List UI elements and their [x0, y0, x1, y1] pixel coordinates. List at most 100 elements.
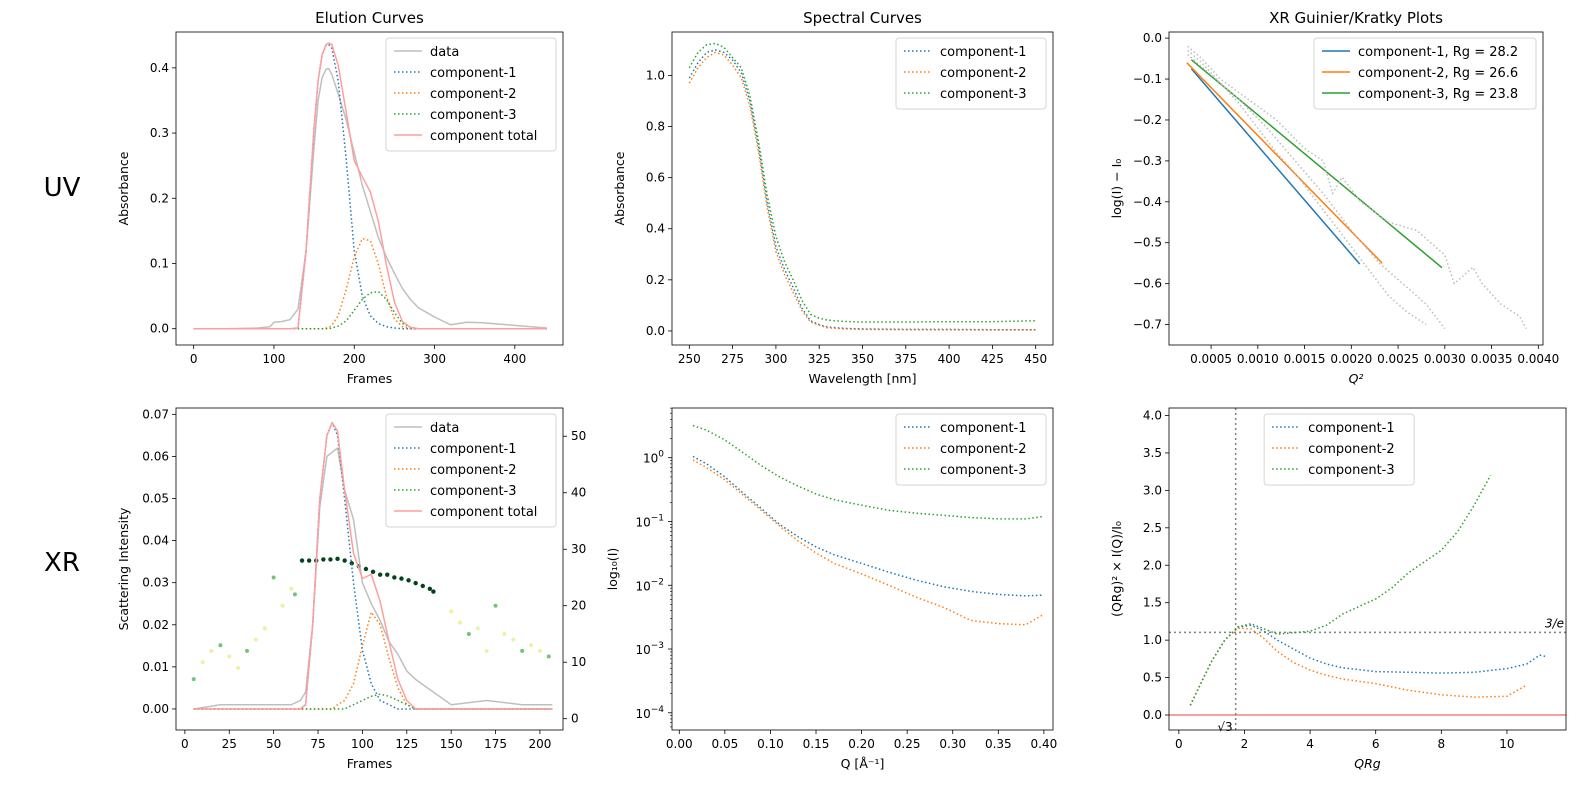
x-tick-label: 0.0040 [1517, 352, 1559, 366]
y-tick-label: 100 [643, 450, 664, 466]
y-axis-label: (QRg)² × I(Q)/I₀ [1109, 521, 1124, 617]
legend-label: component-1 [940, 45, 1027, 60]
x-axis-label: Wavelength [nm] [809, 371, 917, 386]
rg-point-faint [262, 626, 267, 631]
x-tick-label: 0.05 [712, 737, 739, 751]
rg-point-faint [280, 603, 285, 608]
three-over-e-label: 3/e [1545, 616, 1564, 630]
series-component-2 [1189, 627, 1527, 706]
axes-frame [1168, 31, 1544, 346]
y-tick-label: 0.04 [142, 534, 169, 548]
rg-point [363, 566, 369, 572]
rg-point-faint [271, 575, 276, 580]
x-tick-label: 0.00 [666, 737, 693, 751]
plot-area [1186, 45, 1527, 330]
rg-point [413, 580, 418, 586]
x-tick-label: 25 [222, 737, 237, 751]
y-tick-label: 0.6 [646, 171, 665, 185]
rg-point [392, 575, 397, 580]
x-tick-label: 200 [343, 352, 366, 366]
rg-point [370, 569, 376, 575]
y-tick-label: 0.5 [1143, 671, 1162, 685]
chart-uv-spectral: Spectral Curves 250 275 300 325 350 375 400 425 4… [612, 9, 1054, 386]
x-tick-label: 0.0030 [1424, 352, 1466, 366]
y-axis-label: Scattering Intensity [116, 507, 131, 630]
x-tick-label: 0.30 [939, 737, 966, 751]
rg-point-faint [529, 643, 534, 648]
y-tick-label: 0.07 [142, 407, 169, 421]
y-tick-label: 2.5 [1143, 521, 1162, 535]
legend-label: component-2 [430, 463, 517, 478]
rg-point-faint [218, 643, 223, 648]
rg-point [306, 558, 312, 563]
legend-label: component-2, Rg = 26.6 [1358, 66, 1518, 81]
rg-point [321, 557, 326, 562]
y-tick-label: 0.1 [150, 256, 169, 270]
rg-point [342, 558, 347, 563]
x-tick-label: 125 [395, 737, 418, 751]
series-component-3 [193, 693, 553, 710]
rg-point [399, 576, 404, 581]
series-component-2 [692, 459, 1045, 626]
x-tick-label: 150 [440, 737, 463, 751]
x-tick-label: 0.15 [803, 737, 830, 751]
y-tick-label: −0.6 [1133, 277, 1162, 291]
rg-point-faint [475, 626, 480, 631]
y-right-tick-label: 30 [571, 542, 586, 556]
y-tick-label: −0.1 [1133, 72, 1162, 86]
plot-area [688, 42, 1036, 331]
y-tick-label: 2.0 [1143, 558, 1162, 572]
x-tick-label: 0 [190, 352, 198, 366]
rg-point [406, 578, 411, 583]
y-tick-label: 1.0 [646, 68, 665, 82]
y-right-tick-label: 50 [571, 429, 586, 443]
series-component-1 [1190, 68, 1361, 265]
rg-point-faint [236, 665, 241, 670]
series-component-3 [692, 424, 1045, 520]
rg-point-faint [537, 648, 542, 653]
plot-area [191, 421, 553, 710]
y-axis-label: Absorbance [612, 151, 627, 225]
x-tick-label: 100 [351, 737, 374, 751]
y-tick-label: 0.03 [142, 576, 169, 590]
chart-title: Elution Curves [315, 9, 424, 27]
legend-box [1313, 37, 1537, 110]
x-tick-label: 0.0020 [1330, 352, 1372, 366]
y-tick-label: 0.0 [1143, 708, 1162, 722]
y-axis-label: log(I) − I₀ [1109, 159, 1124, 219]
x-tick-label: 10 [1499, 737, 1514, 751]
legend-label: data [430, 45, 459, 60]
legend: component-1, Rg = 28.2 component-2, Rg = … [1313, 37, 1537, 110]
rg-point-faint [458, 620, 463, 625]
y-tick-label: 0.8 [646, 120, 665, 134]
rg-point [431, 589, 436, 594]
series-component-total [193, 421, 553, 710]
legend-box [895, 413, 1047, 486]
legend: data component-1 component-2 component-3 com… [385, 37, 557, 152]
y-tick-label: 0.4 [150, 61, 169, 75]
x-tick-label: 0.0025 [1377, 352, 1419, 366]
series-component-3 [1189, 475, 1492, 706]
plot-area [692, 424, 1045, 626]
y-tick-label: 0.05 [142, 491, 169, 505]
rg-point [427, 586, 433, 591]
legend-label: component-3 [1308, 463, 1395, 478]
y-tick-label: 0.0 [646, 324, 665, 338]
y-right-tick-label: 20 [571, 599, 586, 613]
legend-label: component-1, Rg = 28.2 [1358, 45, 1518, 60]
chart-title: Spectral Curves [803, 9, 922, 27]
y-tick-label: 1.5 [1143, 596, 1162, 610]
x-tick-label: 0.0010 [1237, 352, 1279, 366]
y-tick-label: −0.4 [1133, 195, 1162, 209]
legend-label: component-2 [940, 442, 1027, 457]
legend-label: component total [430, 129, 537, 144]
series-component-2 [688, 51, 1036, 331]
x-tick-label: 400 [503, 352, 526, 366]
legend-label: component-3, Rg = 23.8 [1358, 87, 1518, 102]
legend-box [385, 413, 557, 528]
legend-label: component-2 [1308, 442, 1395, 457]
x-tick-label: 375 [894, 352, 917, 366]
y-tick-label: 0.0 [1143, 31, 1162, 45]
y-tick-label: 0.0 [150, 322, 169, 336]
